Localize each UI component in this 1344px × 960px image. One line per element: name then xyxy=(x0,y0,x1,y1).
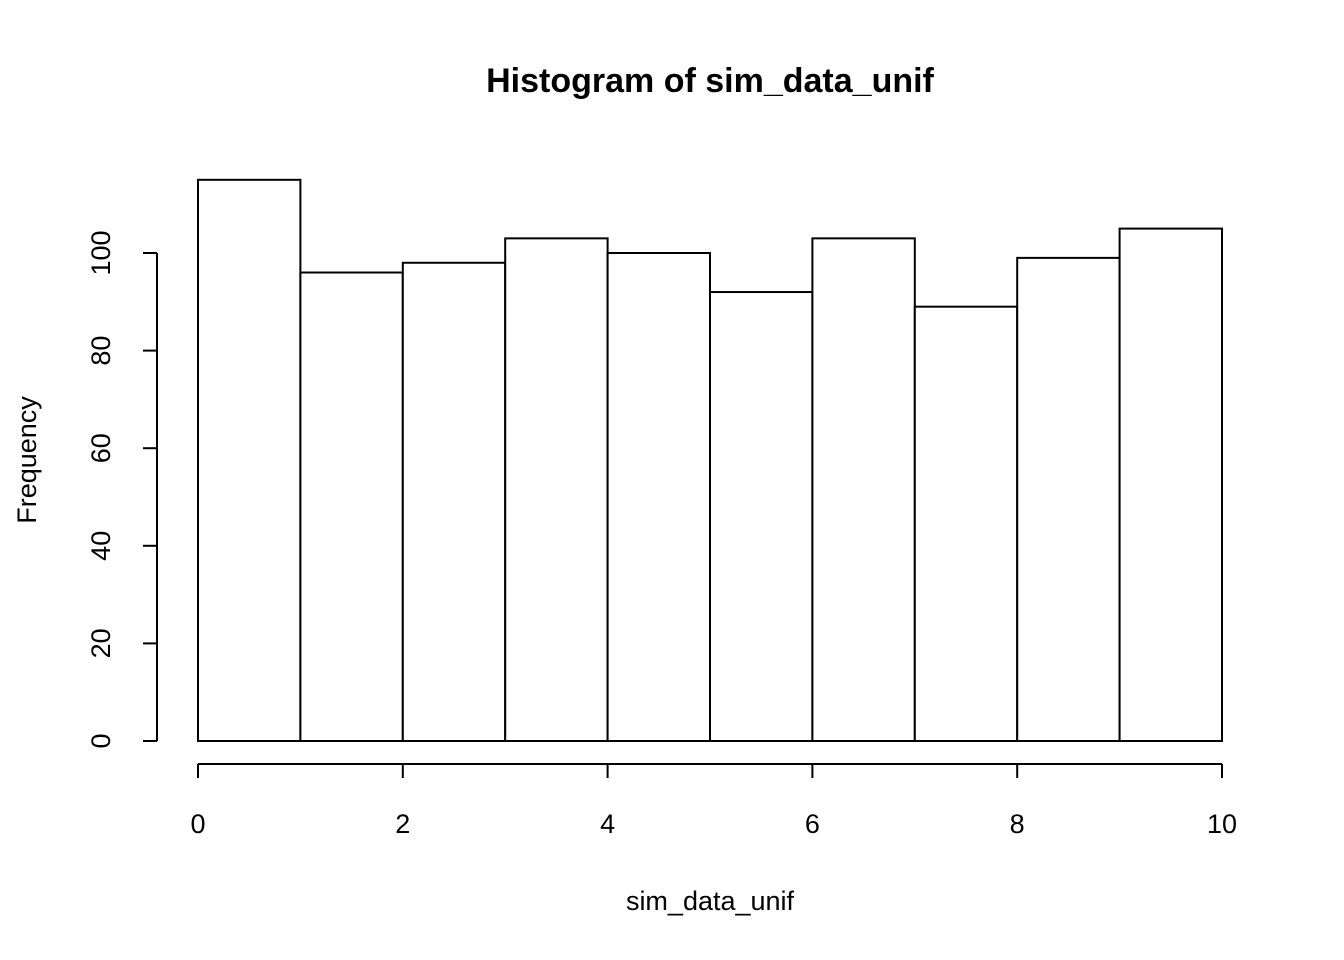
x-tick-label: 6 xyxy=(805,809,820,839)
histogram-bar xyxy=(913,305,1019,742)
histogram-bar xyxy=(504,237,609,743)
x-tick-label: 8 xyxy=(1010,809,1025,839)
y-axis-label: Frequency xyxy=(12,396,42,524)
y-tick-label: 20 xyxy=(86,628,116,658)
y-tick-label: 80 xyxy=(86,336,116,366)
chart-title: Histogram of sim_data_unif xyxy=(486,62,934,100)
x-axis-label: sim_data_unif xyxy=(626,886,795,916)
y-tick-label: 60 xyxy=(86,433,116,463)
y-tick-label: 0 xyxy=(86,733,116,748)
histogram-bar xyxy=(811,237,916,743)
y-tick-label: 40 xyxy=(86,531,116,561)
histogram-bar xyxy=(606,252,711,742)
x-tick-label: 2 xyxy=(395,809,410,839)
histogram-bar xyxy=(197,178,302,743)
histogram-bar xyxy=(401,261,507,742)
x-tick-label: 4 xyxy=(600,809,615,839)
histogram-bar xyxy=(709,291,814,742)
histogram-bar xyxy=(1016,256,1121,742)
y-tick-label: 100 xyxy=(86,230,116,275)
bars-group xyxy=(197,178,1223,743)
histogram-bar xyxy=(1118,227,1223,743)
y-axis: 0 20 40 60 80 100 xyxy=(86,230,158,749)
x-tick-label: 0 xyxy=(190,809,205,839)
x-axis: 0 2 4 6 8 10 xyxy=(190,763,1237,839)
x-tick-label: 10 xyxy=(1207,809,1237,839)
histogram-bar xyxy=(299,271,404,742)
